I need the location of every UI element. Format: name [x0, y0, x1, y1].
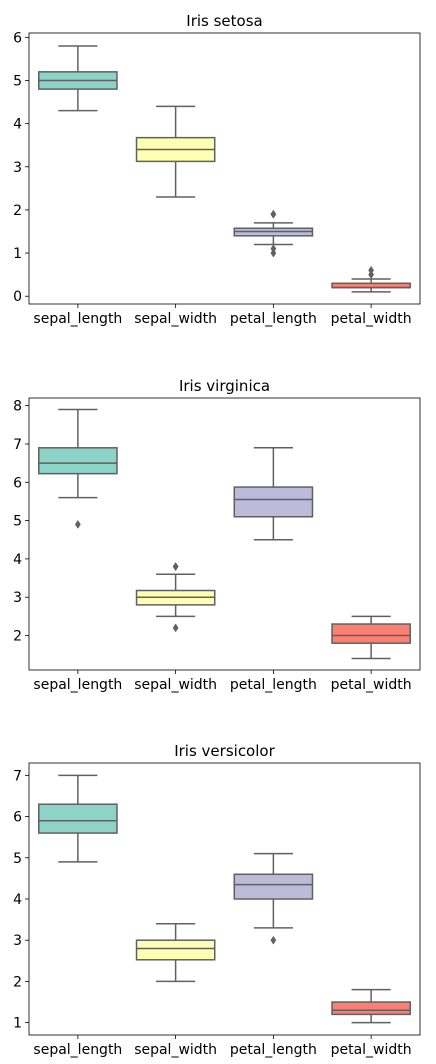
box-petal_width	[331, 988, 411, 1024]
chart-panel-2: Iris virginica 2 3 4 5 6 7 8 sepal_length sepal_w…	[13, 377, 421, 693]
y-tick-label: 5	[13, 73, 22, 89]
box-body	[135, 939, 216, 961]
y-tick-label: 1	[13, 246, 22, 262]
y-tick-label: 2	[13, 974, 22, 990]
x-tick-label: petal_length	[230, 311, 317, 327]
y-tick-label: 6	[13, 475, 22, 491]
x-tick-label: sepal_width	[134, 677, 217, 693]
outlier-point	[270, 935, 277, 945]
y-tick-label: 5	[13, 851, 22, 867]
outlier-point	[270, 244, 277, 254]
x-tick-label: petal_length	[230, 677, 317, 693]
outlier-point	[270, 209, 277, 219]
y-tick-label: 0	[13, 289, 22, 305]
x-tick-label: sepal_length	[33, 1042, 122, 1058]
y-tick-label: 7	[13, 768, 22, 784]
outlier-point	[172, 562, 179, 572]
y-tick-label: 5	[13, 514, 22, 530]
box-sepal_length	[38, 45, 118, 112]
y-tick-label: 3	[13, 933, 22, 949]
y-tick-label: 6	[13, 30, 22, 46]
box-petal_length	[233, 852, 314, 945]
chart-title: Iris setosa	[186, 12, 262, 30]
outlier-point	[172, 623, 179, 633]
y-tick-label: 3	[13, 590, 22, 606]
y-tick-label: 7	[13, 437, 22, 453]
y-tick-label: 4	[13, 552, 22, 568]
x-tick-label: sepal_width	[134, 1042, 217, 1058]
box-body	[233, 486, 314, 518]
box-body	[331, 623, 411, 644]
box-body	[233, 873, 314, 900]
box-petal_width	[331, 615, 411, 660]
y-tick-label: 6	[13, 810, 22, 826]
box-sepal_width	[135, 922, 216, 983]
box-sepal_length	[38, 408, 118, 529]
y-tick-label: 8	[13, 399, 22, 415]
y-tick-label: 4	[13, 117, 22, 133]
chart-title: Iris virginica	[179, 377, 270, 395]
box-sepal_width	[135, 105, 216, 198]
outlier-point	[74, 519, 81, 529]
box-petal_length	[233, 209, 314, 258]
x-tick-label: sepal_length	[33, 677, 122, 693]
x-tick-label: sepal_width	[134, 311, 217, 327]
box-sepal_width	[135, 562, 216, 633]
box-sepal_length	[38, 774, 118, 863]
outlier-point	[368, 265, 375, 275]
x-tick-label: petal_width	[331, 311, 412, 327]
x-tick-label: petal_width	[331, 1042, 412, 1058]
box-body	[38, 447, 118, 475]
y-tick-label: 2	[13, 203, 22, 219]
y-tick-label: 1	[13, 1016, 22, 1032]
box-body	[331, 1001, 411, 1016]
chart-panel-3: Iris versicolor 1 2 3 4 5 6 7 sepal_length sepal_…	[13, 742, 421, 1058]
y-tick-label: 3	[13, 160, 22, 176]
box-petal_length	[233, 447, 314, 541]
chart-panel-1: Iris setosa 0 1 2 3 4 5 6 sepal_length sepal_widt…	[13, 12, 421, 327]
x-tick-label: petal_width	[331, 677, 412, 693]
y-tick-label: 4	[13, 892, 22, 908]
x-tick-label: petal_length	[230, 1042, 317, 1058]
chart-title: Iris versicolor	[174, 742, 275, 760]
box-petal_width	[331, 265, 411, 293]
box-body	[38, 803, 118, 834]
y-tick-label: 2	[13, 629, 22, 645]
x-tick-label: sepal_length	[33, 311, 122, 327]
